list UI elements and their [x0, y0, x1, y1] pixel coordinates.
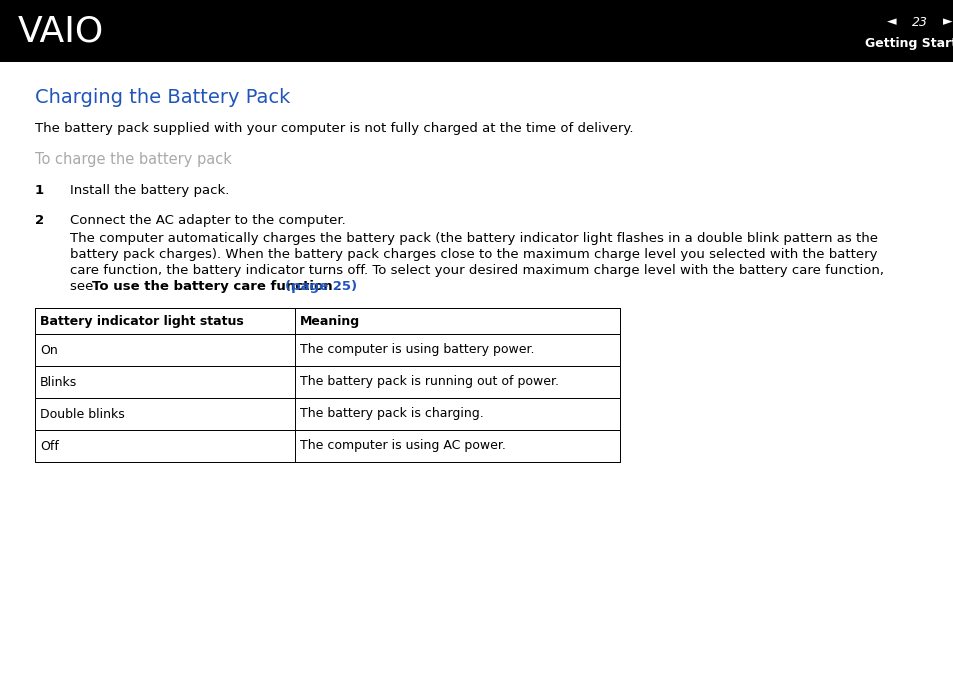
Text: Connect the AC adapter to the computer.: Connect the AC adapter to the computer.: [70, 214, 345, 227]
Bar: [35, 308, 619, 462]
Text: VAIO: VAIO: [18, 14, 104, 48]
Text: 23: 23: [911, 16, 927, 28]
Text: Charging the Battery Pack: Charging the Battery Pack: [35, 88, 290, 107]
Text: .: .: [336, 280, 341, 293]
Text: battery pack charges). When the battery pack charges close to the maximum charge: battery pack charges). When the battery …: [70, 248, 877, 261]
Text: Double blinks: Double blinks: [40, 408, 125, 421]
Text: ◄: ◄: [886, 16, 896, 28]
Text: Meaning: Meaning: [299, 315, 359, 328]
Bar: [35, 366, 619, 398]
Text: Battery indicator light status: Battery indicator light status: [40, 315, 244, 328]
Text: ►: ►: [943, 16, 952, 28]
Text: The computer automatically charges the battery pack (the battery indicator light: The computer automatically charges the b…: [70, 232, 877, 245]
Text: The battery pack supplied with your computer is not fully charged at the time of: The battery pack supplied with your comp…: [35, 122, 633, 135]
Text: On: On: [40, 344, 58, 357]
Text: The computer is using battery power.: The computer is using battery power.: [299, 344, 534, 357]
Text: Off: Off: [40, 439, 59, 452]
Bar: [35, 334, 619, 366]
Text: Blinks: Blinks: [40, 375, 77, 388]
Text: Getting Started: Getting Started: [864, 38, 953, 51]
Text: To use the battery care function: To use the battery care function: [91, 280, 337, 293]
Text: Install the battery pack.: Install the battery pack.: [70, 184, 229, 197]
Bar: [35, 308, 619, 334]
Text: 1: 1: [35, 184, 44, 197]
Bar: [0, 0, 953, 62]
Text: To charge the battery pack: To charge the battery pack: [35, 152, 232, 167]
Bar: [35, 398, 619, 430]
Text: care function, the battery indicator turns off. To select your desired maximum c: care function, the battery indicator tur…: [70, 264, 883, 277]
Text: The battery pack is running out of power.: The battery pack is running out of power…: [299, 375, 558, 388]
Bar: [35, 430, 619, 462]
Text: see: see: [70, 280, 97, 293]
Text: 2: 2: [35, 214, 44, 227]
Text: (page 25): (page 25): [285, 280, 356, 293]
Text: The battery pack is charging.: The battery pack is charging.: [299, 408, 483, 421]
Text: The computer is using AC power.: The computer is using AC power.: [299, 439, 505, 452]
